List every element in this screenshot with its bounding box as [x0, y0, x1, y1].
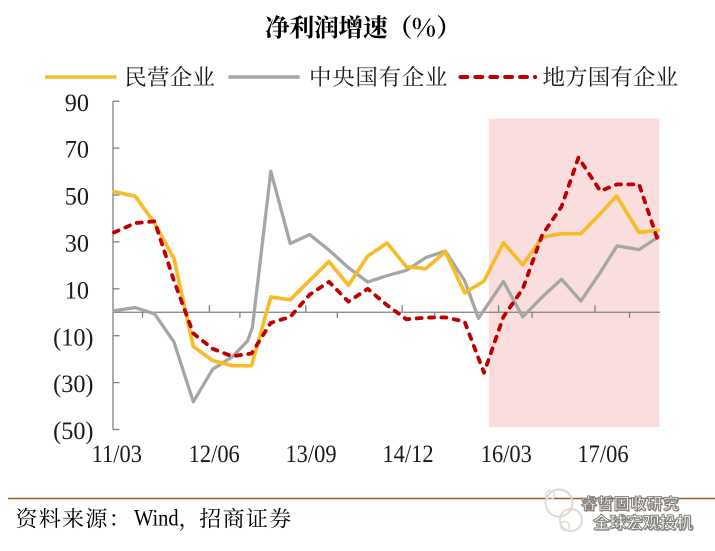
svg-text:70: 70 [65, 136, 89, 164]
svg-text:(10): (10) [53, 324, 93, 352]
svg-text:16/03: 16/03 [481, 441, 532, 469]
svg-text:Wind: Wind [134, 504, 179, 531]
svg-text:30: 30 [65, 230, 89, 258]
svg-text:12/06: 12/06 [189, 441, 240, 469]
svg-text:50: 50 [65, 183, 89, 211]
svg-text:14/12: 14/12 [382, 441, 433, 469]
svg-text:90: 90 [65, 89, 89, 117]
svg-text:17/06: 17/06 [577, 441, 628, 469]
svg-text:10: 10 [65, 277, 89, 305]
svg-text:(50): (50) [53, 418, 93, 446]
svg-text:13/09: 13/09 [285, 441, 336, 469]
svg-text:(30): (30) [53, 371, 93, 399]
svg-text:11/03: 11/03 [92, 441, 142, 469]
